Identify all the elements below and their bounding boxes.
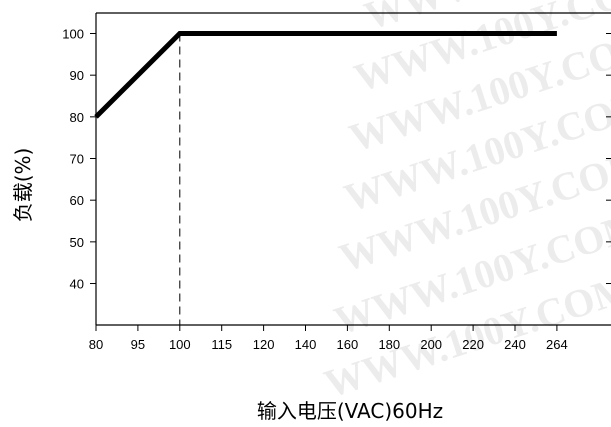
y-tick-label: 70 [70, 152, 84, 167]
x-tick-label: 264 [546, 337, 568, 352]
x-tick-label: 220 [462, 337, 484, 352]
x-tick-label: 180 [378, 337, 400, 352]
x-tick-label: 140 [295, 337, 317, 352]
x-tick-label: 120 [253, 337, 275, 352]
x-tick-label: 80 [89, 337, 103, 352]
y-tick-label: 90 [70, 68, 84, 83]
series [94, 31, 558, 119]
x-axis-title: 输入电压(VAC)60Hz [257, 399, 443, 423]
x-tick-label: 100 [169, 337, 191, 352]
tick-labels: 40 50 60 70 80 90 100 80 95 100 115 120 140 160 180 200… [62, 27, 567, 353]
x-tick-label: 115 [211, 337, 232, 352]
x-tick-label: 200 [420, 337, 442, 352]
y-axis-title: 负载(%) [11, 148, 35, 223]
x-tick-label: 240 [504, 337, 526, 352]
x-tick-label: 95 [131, 337, 145, 352]
axes [90, 12, 611, 331]
x-tick-label: 160 [337, 337, 359, 352]
y-tick-label: 60 [70, 193, 84, 208]
y-tick-label: 100 [62, 27, 84, 42]
y-tick-label: 50 [70, 235, 84, 250]
y-tick-label: 80 [70, 110, 84, 125]
y-tick-label: 40 [70, 277, 84, 292]
